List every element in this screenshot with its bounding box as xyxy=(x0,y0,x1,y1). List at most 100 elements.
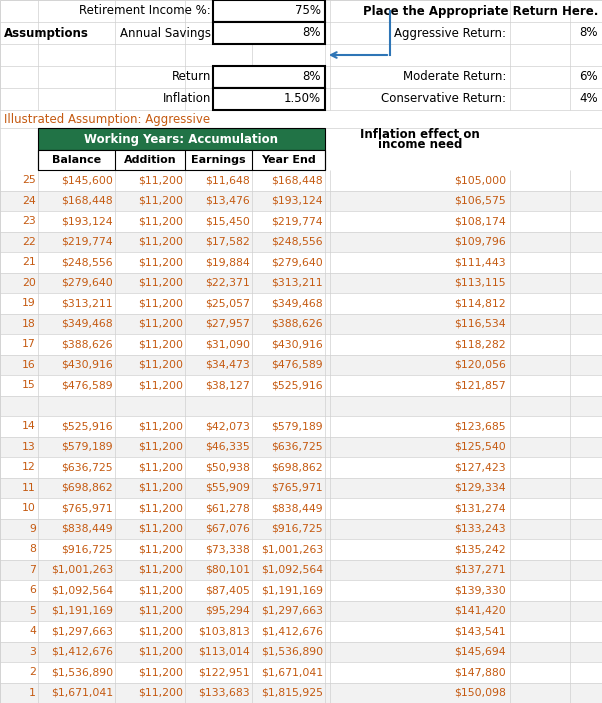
Text: 6: 6 xyxy=(29,586,36,595)
Text: $168,448: $168,448 xyxy=(61,195,113,206)
Text: $476,589: $476,589 xyxy=(272,360,323,370)
Text: 23: 23 xyxy=(22,217,36,226)
Text: $129,334: $129,334 xyxy=(455,483,506,493)
Text: $916,725: $916,725 xyxy=(272,524,323,534)
Text: $150,098: $150,098 xyxy=(454,688,506,698)
Text: $248,556: $248,556 xyxy=(61,257,113,267)
Text: Conservative Return:: Conservative Return: xyxy=(381,93,506,105)
Text: Working Years: Accumulation: Working Years: Accumulation xyxy=(84,132,279,146)
Text: Moderate Return:: Moderate Return: xyxy=(403,70,506,84)
Text: $11,200: $11,200 xyxy=(138,298,183,308)
Bar xyxy=(213,66,325,88)
Text: $11,200: $11,200 xyxy=(138,524,183,534)
Text: 15: 15 xyxy=(22,380,36,390)
Text: $193,124: $193,124 xyxy=(272,195,323,206)
Text: 24: 24 xyxy=(22,195,36,206)
Text: 19: 19 xyxy=(22,298,36,308)
Text: $11,200: $11,200 xyxy=(138,688,183,698)
Text: $11,200: $11,200 xyxy=(138,544,183,554)
Text: $388,626: $388,626 xyxy=(272,318,323,329)
Text: $636,725: $636,725 xyxy=(272,441,323,452)
Text: $11,200: $11,200 xyxy=(138,463,183,472)
Text: $11,200: $11,200 xyxy=(138,380,183,390)
Text: $22,371: $22,371 xyxy=(205,278,250,288)
Text: 7: 7 xyxy=(29,565,36,575)
Text: $1,815,925: $1,815,925 xyxy=(261,688,323,698)
Text: $147,880: $147,880 xyxy=(455,667,506,677)
Text: $116,534: $116,534 xyxy=(455,318,506,329)
Bar xyxy=(0,416,602,437)
Text: 20: 20 xyxy=(22,278,36,288)
Text: $95,294: $95,294 xyxy=(205,606,250,616)
Text: $1,001,263: $1,001,263 xyxy=(261,544,323,554)
Bar xyxy=(0,334,602,354)
Text: Balance: Balance xyxy=(52,155,101,165)
Bar xyxy=(0,437,602,457)
Text: $313,211: $313,211 xyxy=(61,298,113,308)
Text: $476,589: $476,589 xyxy=(61,380,113,390)
Text: $11,200: $11,200 xyxy=(138,175,183,186)
Text: $11,200: $11,200 xyxy=(138,421,183,431)
Bar xyxy=(0,539,602,560)
Text: 12: 12 xyxy=(22,463,36,472)
Text: 21: 21 xyxy=(22,257,36,267)
Bar xyxy=(0,457,602,477)
Text: $838,449: $838,449 xyxy=(272,503,323,513)
Text: 5: 5 xyxy=(29,606,36,616)
Text: 3: 3 xyxy=(29,647,36,657)
Bar xyxy=(38,128,325,150)
Bar xyxy=(0,498,602,519)
Text: $105,000: $105,000 xyxy=(454,175,506,186)
Text: $127,423: $127,423 xyxy=(455,463,506,472)
Text: $430,916: $430,916 xyxy=(272,340,323,349)
Text: $525,916: $525,916 xyxy=(272,380,323,390)
Bar xyxy=(0,600,602,621)
Text: $38,127: $38,127 xyxy=(205,380,250,390)
Text: $1,092,564: $1,092,564 xyxy=(51,586,113,595)
Bar xyxy=(0,252,602,273)
Text: Earnings: Earnings xyxy=(191,155,246,165)
Text: $1,671,041: $1,671,041 xyxy=(51,688,113,698)
Text: $113,014: $113,014 xyxy=(198,647,250,657)
Text: $121,857: $121,857 xyxy=(455,380,506,390)
Bar xyxy=(0,683,602,703)
Text: $122,951: $122,951 xyxy=(199,667,250,677)
Bar xyxy=(0,519,602,539)
Text: $135,242: $135,242 xyxy=(455,544,506,554)
Text: $11,200: $11,200 xyxy=(138,647,183,657)
Text: $219,774: $219,774 xyxy=(272,217,323,226)
Text: $31,090: $31,090 xyxy=(205,340,250,349)
Bar xyxy=(0,580,602,600)
Text: $11,200: $11,200 xyxy=(138,257,183,267)
Text: $1,001,263: $1,001,263 xyxy=(51,565,113,575)
Text: $279,640: $279,640 xyxy=(272,257,323,267)
Text: $141,420: $141,420 xyxy=(455,606,506,616)
Text: Inflation effect on: Inflation effect on xyxy=(360,129,480,141)
Text: $279,640: $279,640 xyxy=(61,278,113,288)
Text: $145,600: $145,600 xyxy=(61,175,113,186)
Text: $838,449: $838,449 xyxy=(61,524,113,534)
Text: 16: 16 xyxy=(22,360,36,370)
Text: $698,862: $698,862 xyxy=(61,483,113,493)
Text: $55,909: $55,909 xyxy=(205,483,250,493)
Text: Return: Return xyxy=(172,70,211,84)
Text: $61,278: $61,278 xyxy=(205,503,250,513)
Text: 8: 8 xyxy=(29,544,36,554)
Text: $133,683: $133,683 xyxy=(199,688,250,698)
Bar xyxy=(0,273,602,293)
Text: $46,335: $46,335 xyxy=(205,441,250,452)
Text: 1: 1 xyxy=(29,688,36,698)
Bar xyxy=(213,0,325,22)
Text: $388,626: $388,626 xyxy=(61,340,113,349)
Text: $67,076: $67,076 xyxy=(205,524,250,534)
Text: $579,189: $579,189 xyxy=(61,441,113,452)
Bar xyxy=(0,396,602,416)
Text: $87,405: $87,405 xyxy=(205,586,250,595)
Text: 75%: 75% xyxy=(295,4,321,18)
Text: $349,468: $349,468 xyxy=(272,298,323,308)
Text: $133,243: $133,243 xyxy=(455,524,506,534)
Text: Aggressive Return:: Aggressive Return: xyxy=(394,27,506,39)
Bar xyxy=(0,314,602,334)
Text: $131,274: $131,274 xyxy=(455,503,506,513)
Bar xyxy=(0,170,602,191)
